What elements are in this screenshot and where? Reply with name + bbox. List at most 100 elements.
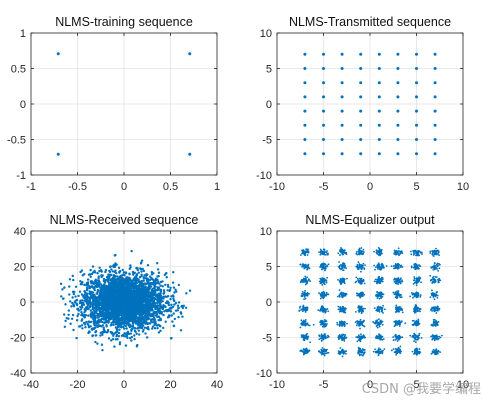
data-point bbox=[163, 273, 167, 277]
data-point bbox=[327, 351, 330, 354]
data-point bbox=[108, 270, 112, 274]
data-point bbox=[184, 306, 188, 309]
data-point bbox=[126, 317, 129, 320]
data-point bbox=[146, 327, 149, 331]
data-point bbox=[72, 292, 76, 296]
data-point bbox=[176, 304, 180, 307]
data-point bbox=[185, 292, 188, 295]
data-point bbox=[307, 324, 310, 327]
data-point bbox=[376, 351, 379, 354]
x-tick-label: 0 bbox=[121, 181, 127, 193]
data-point bbox=[300, 319, 303, 322]
data-point bbox=[155, 315, 159, 319]
data-point bbox=[377, 81, 381, 85]
data-point bbox=[306, 292, 309, 294]
data-point bbox=[81, 306, 84, 309]
data-point bbox=[181, 315, 184, 318]
data-point bbox=[95, 311, 98, 315]
data-point bbox=[380, 279, 383, 282]
data-point bbox=[98, 266, 101, 270]
data-point bbox=[128, 325, 131, 329]
data-point bbox=[120, 280, 123, 283]
data-point bbox=[98, 309, 101, 313]
data-point bbox=[67, 309, 71, 312]
data-point bbox=[338, 338, 340, 341]
data-point bbox=[117, 278, 121, 282]
data-point bbox=[374, 321, 377, 324]
data-point bbox=[359, 109, 363, 113]
data-point bbox=[128, 280, 131, 283]
data-point bbox=[302, 308, 305, 310]
data-point bbox=[103, 302, 106, 306]
data-point bbox=[153, 297, 156, 301]
data-point bbox=[103, 293, 107, 297]
data-point bbox=[95, 320, 99, 324]
data-point bbox=[99, 324, 102, 328]
data-point bbox=[108, 308, 112, 311]
data-point bbox=[303, 67, 307, 70]
data-point bbox=[120, 321, 123, 325]
data-point bbox=[302, 252, 305, 255]
data-point bbox=[179, 329, 183, 332]
data-point bbox=[355, 280, 358, 283]
data-point bbox=[98, 294, 101, 297]
data-point bbox=[170, 307, 173, 310]
data-point bbox=[99, 331, 102, 335]
data-point bbox=[382, 304, 384, 307]
data-point bbox=[151, 292, 154, 295]
data-point bbox=[358, 350, 361, 353]
data-point bbox=[144, 322, 147, 325]
data-point bbox=[361, 336, 364, 339]
data-point bbox=[303, 138, 307, 141]
data-point bbox=[130, 249, 133, 253]
data-point bbox=[380, 297, 383, 299]
data-point bbox=[157, 271, 161, 274]
data-point bbox=[378, 325, 381, 328]
data-point bbox=[324, 319, 327, 322]
data-point bbox=[117, 316, 120, 320]
data-point bbox=[362, 262, 365, 265]
data-point bbox=[359, 270, 362, 273]
data-point bbox=[153, 323, 156, 327]
data-point bbox=[305, 349, 308, 352]
x-tick-label: 0 bbox=[367, 181, 373, 193]
data-point bbox=[323, 291, 326, 294]
data-point bbox=[380, 307, 383, 310]
data-point bbox=[95, 281, 99, 285]
data-point bbox=[165, 309, 169, 312]
data-point bbox=[122, 271, 126, 274]
data-point bbox=[102, 296, 106, 300]
data-point bbox=[377, 305, 380, 308]
data-point bbox=[381, 336, 383, 338]
data-point bbox=[153, 318, 157, 321]
data-point bbox=[158, 294, 161, 297]
data-point bbox=[306, 254, 309, 256]
y-tick-label: 0 bbox=[20, 297, 26, 309]
data-point bbox=[318, 280, 321, 283]
data-point bbox=[377, 67, 381, 70]
data-point bbox=[101, 301, 104, 304]
data-point bbox=[98, 314, 102, 318]
data-point bbox=[383, 308, 386, 311]
data-point bbox=[377, 95, 381, 99]
data-point bbox=[342, 280, 345, 283]
data-point bbox=[111, 278, 114, 281]
data-point bbox=[344, 334, 347, 336]
data-point bbox=[379, 334, 382, 337]
data-point bbox=[164, 295, 167, 298]
data-point bbox=[380, 291, 383, 294]
data-point bbox=[358, 263, 361, 265]
x-tick-label: 20 bbox=[164, 379, 176, 391]
x-tick-label: -0.5 bbox=[68, 181, 87, 193]
data-point bbox=[326, 293, 328, 296]
data-point bbox=[116, 289, 119, 292]
data-point bbox=[151, 312, 154, 315]
data-point bbox=[357, 334, 360, 337]
data-point bbox=[385, 265, 388, 267]
data-point bbox=[433, 95, 437, 99]
data-point bbox=[133, 307, 137, 311]
data-point bbox=[340, 152, 344, 156]
data-point bbox=[322, 308, 325, 311]
